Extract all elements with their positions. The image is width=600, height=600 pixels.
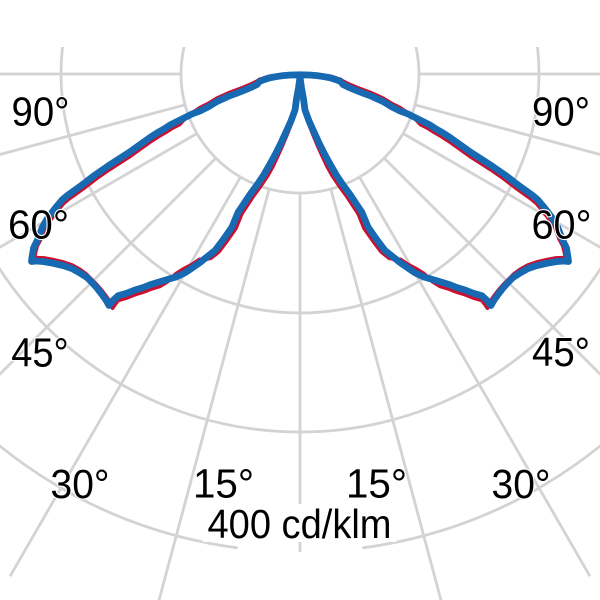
svg-text:400 cd/klm: 400 cd/klm	[208, 501, 392, 547]
svg-text:15°: 15°	[346, 461, 407, 507]
svg-text:45°: 45°	[532, 329, 590, 375]
svg-text:30°: 30°	[492, 461, 551, 507]
svg-text:60°: 60°	[8, 202, 69, 248]
svg-text:30°: 30°	[51, 461, 110, 507]
svg-text:15°: 15°	[193, 461, 254, 507]
svg-text:90°: 90°	[12, 89, 70, 135]
svg-text:90°: 90°	[532, 89, 590, 135]
svg-text:60°: 60°	[532, 202, 592, 248]
svg-text:45°: 45°	[11, 330, 69, 376]
